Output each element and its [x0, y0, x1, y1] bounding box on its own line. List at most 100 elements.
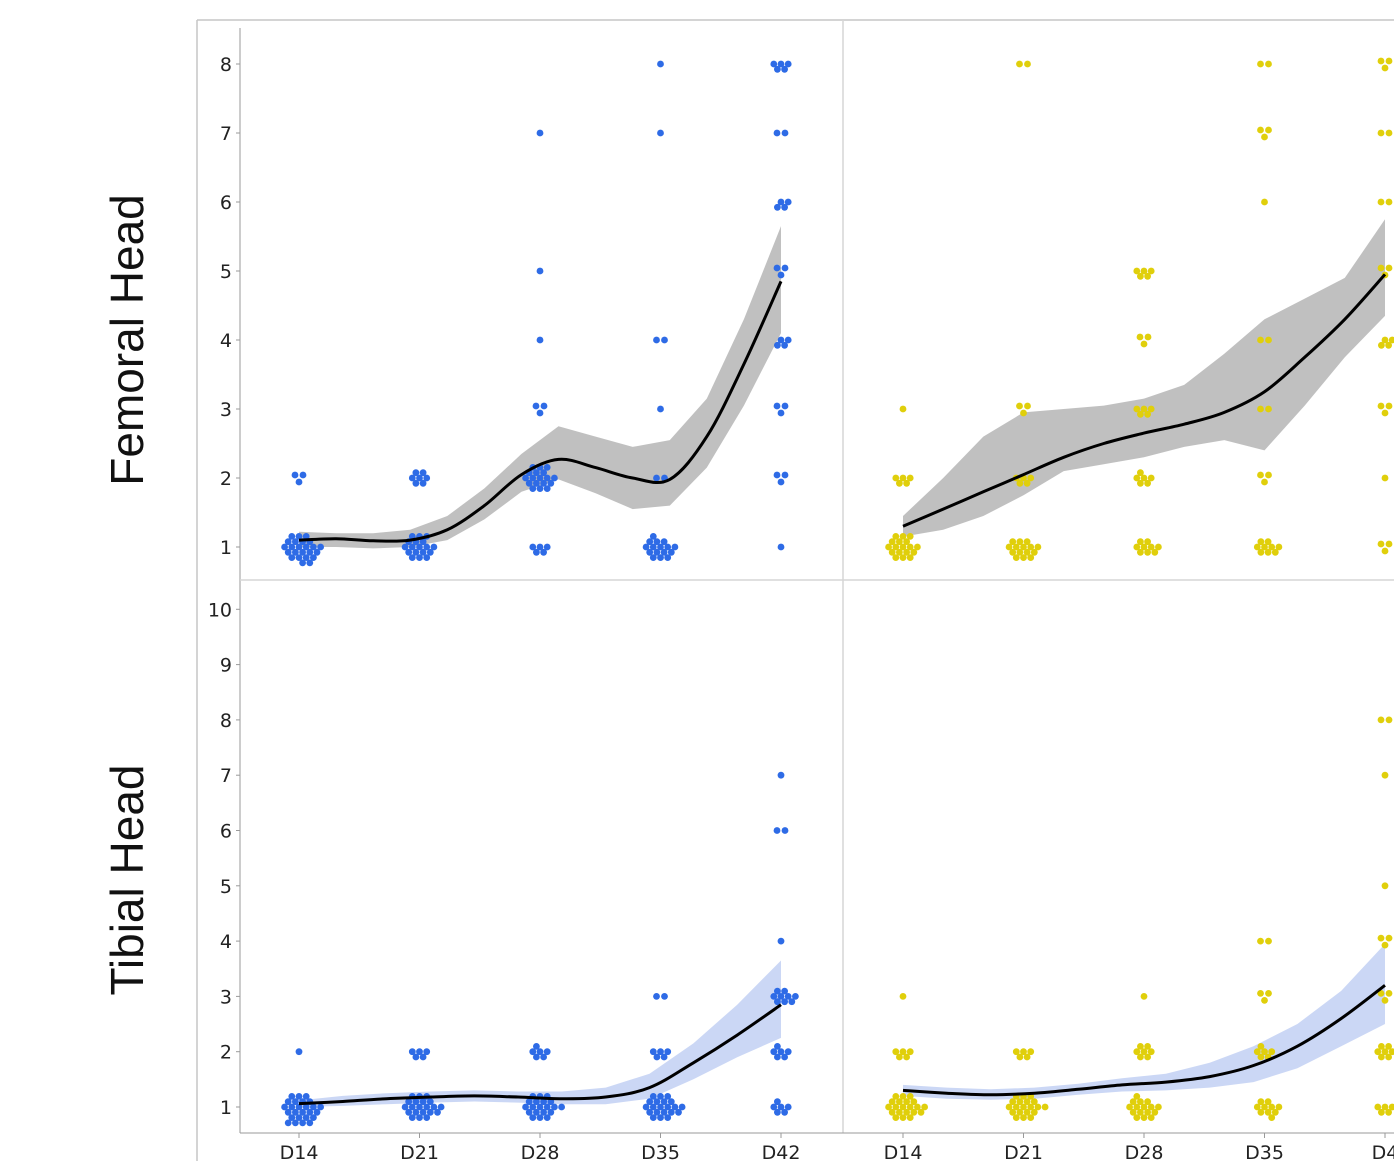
data-point	[770, 1048, 778, 1056]
data-point	[664, 554, 672, 561]
data-point	[1005, 1103, 1013, 1111]
data-point	[1144, 272, 1151, 280]
data-point	[302, 1103, 310, 1111]
data-point	[416, 1048, 423, 1056]
data-point	[906, 533, 914, 540]
data-point	[1016, 548, 1024, 556]
data-point	[423, 543, 431, 551]
data-point	[430, 1103, 438, 1111]
data-point	[1381, 1103, 1389, 1111]
data-point	[405, 1108, 413, 1116]
data-point	[1253, 543, 1261, 551]
data-point	[899, 1048, 907, 1056]
data-point	[540, 1108, 547, 1116]
data-point	[1133, 474, 1141, 482]
data-point	[1147, 1103, 1155, 1111]
data-point	[419, 1098, 427, 1106]
data-point	[906, 1093, 914, 1100]
data-point	[1140, 340, 1148, 348]
data-point	[784, 60, 792, 68]
data-point	[773, 827, 781, 834]
data-point	[903, 1108, 910, 1116]
data-point	[1020, 554, 1027, 561]
data-point	[1261, 1103, 1268, 1111]
data-point	[906, 1103, 914, 1111]
data-point	[661, 336, 668, 344]
data-point	[281, 543, 288, 551]
data-point	[1271, 548, 1279, 556]
data-point	[408, 1048, 416, 1056]
data-point	[1144, 548, 1151, 556]
smoother-line	[902, 273, 1387, 528]
data-point	[671, 1103, 679, 1111]
data-point	[649, 1093, 657, 1100]
data-point	[1374, 1103, 1382, 1111]
data-point	[1265, 405, 1272, 413]
data-point	[774, 203, 781, 211]
x-tick-label: D35	[1245, 1142, 1284, 1161]
data-point	[653, 1108, 661, 1116]
data-point	[1385, 1108, 1392, 1116]
data-point	[1016, 1098, 1024, 1106]
data-point	[784, 198, 792, 206]
data-point	[419, 479, 427, 487]
data-point	[1385, 402, 1393, 410]
data-point	[1378, 1043, 1385, 1050]
data-point	[540, 479, 547, 487]
data-point	[1378, 341, 1385, 349]
data-point	[1137, 272, 1144, 280]
data-point	[773, 471, 781, 479]
data-point	[540, 1053, 547, 1061]
data-point	[1144, 1053, 1151, 1061]
data-point	[781, 471, 789, 479]
data-point	[1257, 538, 1265, 546]
data-point	[657, 405, 664, 413]
data-point	[657, 1103, 664, 1111]
x-tick-label: D21	[1004, 1142, 1043, 1161]
data-point	[781, 998, 788, 1006]
data-point	[292, 538, 299, 546]
smoother-line	[902, 984, 1386, 1097]
data-point	[430, 543, 438, 551]
data-point	[540, 548, 547, 556]
data-point	[774, 341, 781, 349]
data-point	[405, 1098, 413, 1106]
data-point	[1034, 1103, 1042, 1111]
x-tick-label: D28	[1125, 1142, 1164, 1161]
data-point	[306, 559, 314, 567]
data-point	[529, 1103, 537, 1111]
data-point	[288, 554, 296, 561]
y-tick-label: 3	[220, 986, 232, 1008]
data-point	[899, 405, 907, 413]
data-point	[288, 1114, 296, 1121]
data-point	[774, 1108, 781, 1116]
data-point	[777, 771, 785, 779]
data-point	[525, 1108, 533, 1116]
smoother-line	[298, 280, 783, 543]
data-point	[1027, 1048, 1035, 1056]
data-point	[1016, 1108, 1024, 1116]
confidence-band	[903, 943, 1385, 1100]
data-point	[1137, 548, 1144, 556]
data-point	[543, 1048, 551, 1056]
data-point	[888, 548, 896, 556]
data-point	[310, 543, 317, 551]
data-point	[412, 548, 420, 556]
data-point	[533, 1053, 540, 1061]
data-point	[649, 543, 657, 551]
data-point	[1137, 410, 1144, 418]
data-point	[284, 538, 292, 546]
data-point	[310, 1103, 317, 1111]
data-point	[1129, 1098, 1137, 1106]
data-point	[295, 533, 303, 540]
data-point	[678, 1103, 686, 1111]
data-point	[667, 1108, 675, 1116]
data-point	[313, 548, 321, 556]
data-point	[777, 1103, 785, 1111]
data-point	[773, 402, 781, 410]
data-point	[292, 1108, 299, 1116]
data-point	[646, 538, 654, 546]
data-point	[1381, 941, 1389, 949]
data-point	[405, 548, 413, 556]
data-point	[899, 474, 907, 482]
